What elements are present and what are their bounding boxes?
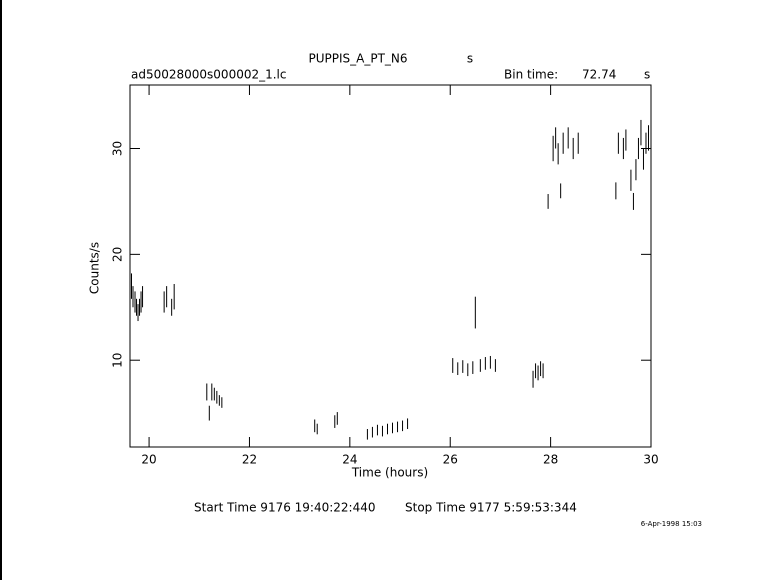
bin-unit: s	[644, 68, 650, 82]
bin-label: Bin time:	[504, 68, 558, 82]
x-tick-label: 28	[543, 453, 558, 467]
x-tick-label: 26	[443, 453, 458, 467]
x-tick-label: 24	[342, 453, 357, 467]
stop-time: Stop Time 9177 5:59:53:344	[405, 501, 577, 515]
bin-value: 72.74	[582, 68, 616, 82]
x-tick-label: 30	[643, 453, 658, 467]
x-tick-label: 22	[242, 453, 257, 467]
start-time: Start Time 9176 19:40:22:440	[194, 501, 376, 515]
y-tick-label: 10	[111, 353, 125, 368]
subtitle: ad50028000s000002_1.lc	[131, 68, 287, 82]
x-axis-label: Time (hours)	[351, 466, 428, 480]
x-tick-label: 20	[141, 453, 156, 467]
plot-frame	[129, 84, 652, 448]
y-tick-label: 20	[111, 247, 125, 262]
title-unit: s	[467, 52, 473, 66]
y-axis-label: Counts/s	[88, 242, 102, 294]
y-tick-label: 30	[111, 141, 125, 156]
date-stamp: 6-Apr-1998 15:03	[641, 520, 702, 528]
chart-title: PUPPIS_A_PT_N6	[308, 52, 407, 66]
